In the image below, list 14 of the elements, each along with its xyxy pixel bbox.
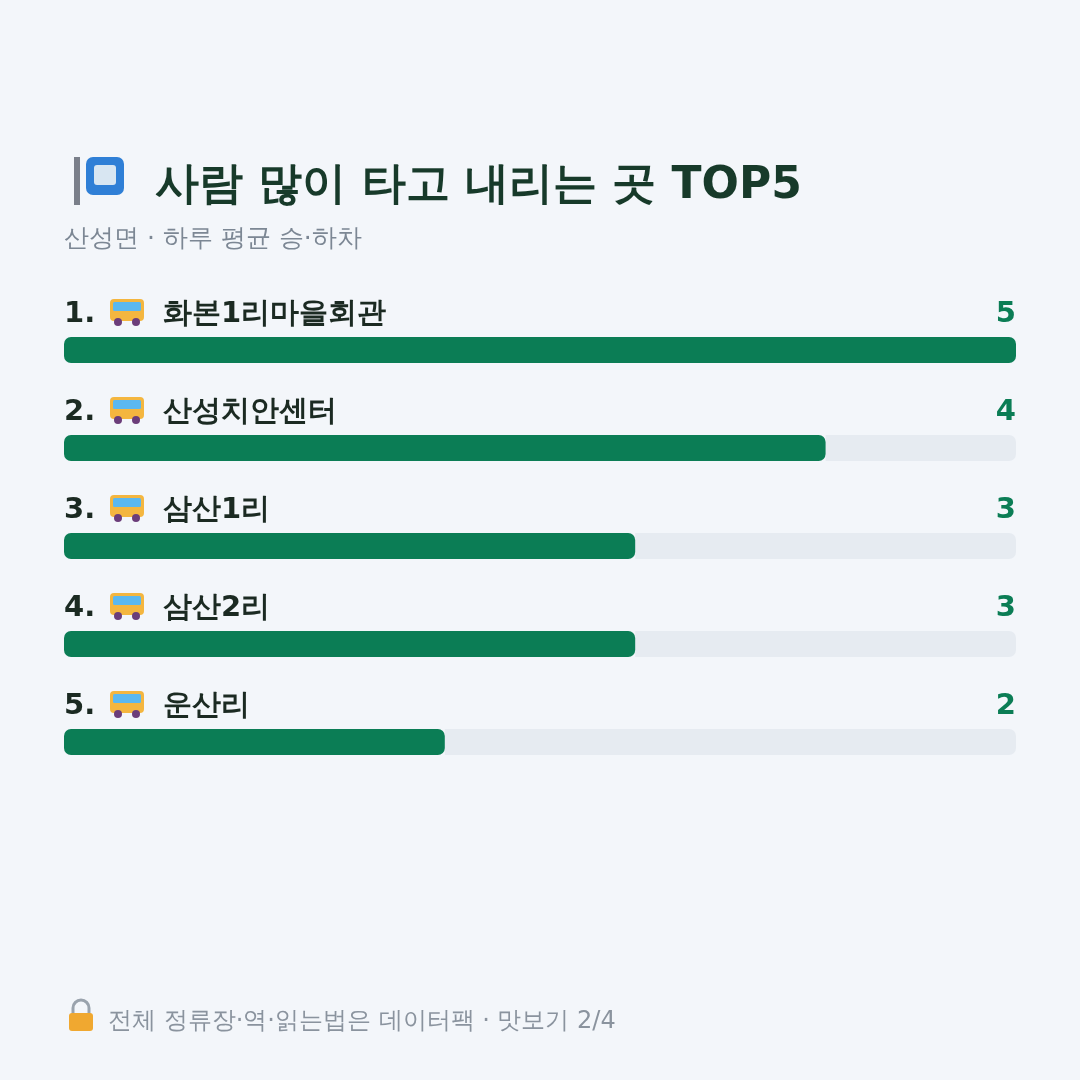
chart-subtitle: 산성면 · 하루 평균 승·하차 xyxy=(64,223,362,252)
data-label: 2 xyxy=(995,687,1016,721)
data-label: 4 xyxy=(995,393,1016,427)
category-label: 2. 산성치안센터 xyxy=(64,393,337,427)
category-label: 5. 운산리 xyxy=(64,687,250,721)
category-label: 1. 화본1리마을회관 xyxy=(64,295,387,329)
data-label: 5 xyxy=(995,295,1016,329)
data-label: 3 xyxy=(995,491,1016,525)
category-label: 4. 삼산2리 xyxy=(64,589,271,623)
data-label: 3 xyxy=(995,589,1016,623)
chart-title: 사람 많이 타고 내리는 곳 TOP5 xyxy=(155,157,802,208)
bar xyxy=(64,337,1016,363)
category-label: 3. 삼산1리 xyxy=(64,491,271,525)
text: 전체 정류장·역·읽는법은 데이터팩 · 맛보기 2/4 xyxy=(108,1006,616,1034)
